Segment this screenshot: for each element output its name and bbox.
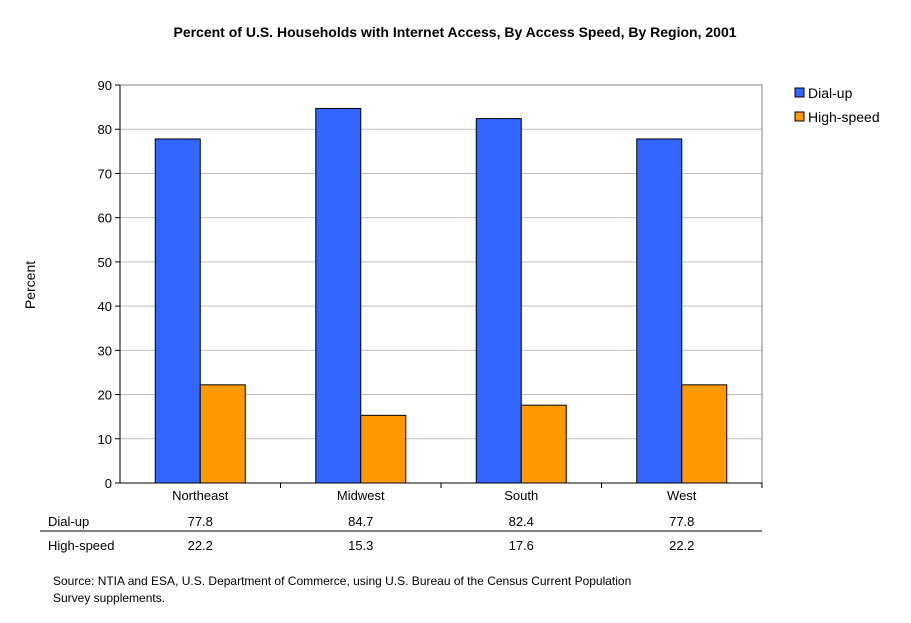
- source-note-line-1: Source: NTIA and ESA, U.S. Department of…: [53, 574, 631, 588]
- table-cell: 84.7: [348, 514, 373, 529]
- y-tick-label: 70: [98, 166, 112, 181]
- table-cell: 77.8: [669, 514, 694, 529]
- y-tick-label: 40: [98, 299, 112, 314]
- bar-dial-up-south: [475, 118, 522, 484]
- y-tick-label: 60: [98, 211, 112, 226]
- bars: [154, 107, 728, 484]
- table-row-label: High-speed: [48, 538, 115, 553]
- bar-high-speed-midwest: [360, 414, 407, 484]
- table-cell: 17.6: [509, 538, 534, 553]
- legend: Dial-up High-speed: [794, 85, 880, 125]
- table-cell: 82.4: [509, 514, 534, 529]
- bar-high-speed-west: [681, 384, 728, 484]
- axes: 0 10 20 30 40 50 60 70 80 90 Northeast Midwest South…: [98, 78, 763, 503]
- legend-label: High-speed: [808, 109, 880, 125]
- y-tick-label: 50: [98, 255, 112, 270]
- y-tick-label: 80: [98, 122, 112, 137]
- y-tick-label: 90: [98, 78, 112, 93]
- legend-swatch: [794, 111, 805, 122]
- table-cell: 15.3: [348, 538, 373, 553]
- bar-dial-up-west: [636, 138, 683, 484]
- x-tick-label: Midwest: [337, 488, 385, 503]
- chart-title: Percent of U.S. Households with Internet…: [173, 24, 736, 40]
- x-tick-label: West: [667, 488, 697, 503]
- x-tick-label: Northeast: [172, 488, 229, 503]
- legend-swatch: [794, 87, 805, 98]
- y-tick-label: 30: [98, 343, 112, 358]
- y-tick-label: 20: [98, 388, 112, 403]
- bar-dial-up-northeast: [154, 138, 201, 484]
- y-tick-label: 0: [105, 476, 112, 491]
- table-cell: 22.2: [669, 538, 694, 553]
- y-axis-label: Percent: [22, 261, 38, 309]
- y-tick-label: 10: [98, 432, 112, 447]
- source-note-line-2: Survey supplements.: [53, 591, 165, 605]
- bar-high-speed-south: [520, 404, 567, 484]
- bar-dial-up-midwest: [315, 107, 362, 484]
- table-cell: 77.8: [188, 514, 213, 529]
- data-table: 77.8 22.2 84.7 15.3 82.4 17.6 77.8 22.2 Dial-up H…: [40, 514, 762, 553]
- table-row-label: Dial-up: [48, 514, 89, 529]
- x-tick-label: South: [504, 488, 538, 503]
- legend-label: Dial-up: [808, 85, 853, 101]
- table-cell: 22.2: [188, 538, 213, 553]
- bar-high-speed-northeast: [199, 384, 246, 484]
